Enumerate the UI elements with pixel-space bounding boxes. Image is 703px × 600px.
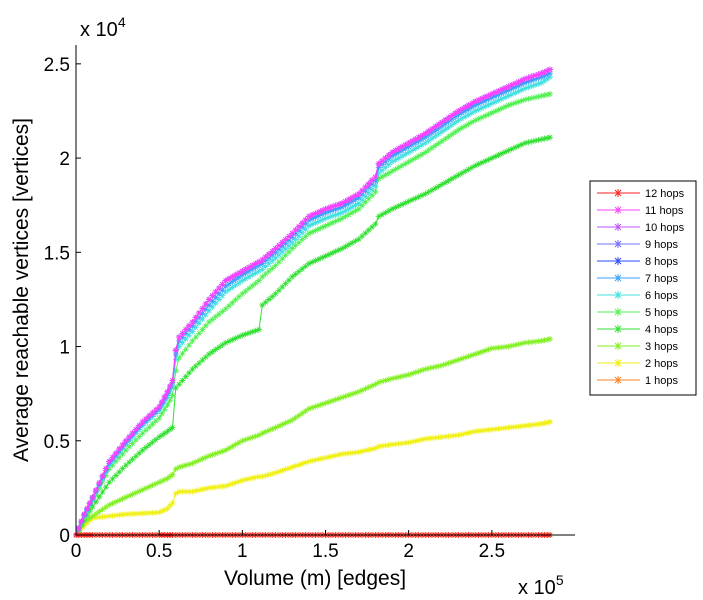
legend-item: 2 hops: [597, 358, 679, 370]
y-tick-label: 1: [59, 338, 70, 359]
ticks: 0 0.5 1 1.5 2 2.5 0 0.5 1 1.5 2 2.5: [44, 55, 505, 562]
y-tick-label: 1.5: [44, 243, 70, 264]
x-tick-label: 2: [403, 541, 414, 562]
x-tick-label: 1: [237, 541, 248, 562]
legend-marker: [614, 189, 622, 197]
legend-label: 4 hops: [645, 324, 679, 336]
legend-label: 6 hops: [645, 290, 679, 302]
legend-item: 8 hops: [597, 256, 679, 268]
legend-marker: [614, 359, 622, 367]
legend: 12 hops 11 hops 10 hops 9 hops 8 hops 7 hops 6…: [589, 180, 697, 396]
legend-marker: [614, 308, 622, 316]
legend-label: 5 hops: [645, 307, 679, 319]
x-tick-label: 1.5: [312, 541, 338, 562]
legend-marker: [614, 376, 622, 384]
x-tick-label: 2.5: [479, 541, 505, 562]
legend-label: 1 hops: [645, 375, 679, 387]
legend-label: 7 hops: [645, 273, 679, 285]
legend-label: 9 hops: [645, 239, 679, 251]
x-tick-label: 0.5: [146, 541, 172, 562]
plot-background: [76, 45, 575, 535]
legend-item: 5 hops: [597, 307, 679, 319]
series-5-hops: [73, 91, 554, 538]
legend-label: 10 hops: [645, 222, 685, 234]
legend-marker: [614, 257, 622, 265]
legend-item: 3 hops: [597, 341, 679, 353]
y-multiplier: x 104: [80, 14, 126, 41]
y-tick-label: 2: [59, 149, 70, 170]
y-tick-label: 0.5: [44, 432, 70, 453]
legend-item: 7 hops: [597, 273, 679, 285]
plot-area: [76, 45, 575, 535]
legend-label: 12 hops: [645, 188, 685, 200]
legend-item: 4 hops: [597, 324, 679, 336]
x-multiplier: x 105: [518, 572, 564, 599]
legend-items: 12 hops 11 hops 10 hops 9 hops 8 hops 7 hops 6…: [597, 188, 685, 387]
legend-marker: [614, 223, 622, 231]
legend-item: 11 hops: [597, 205, 684, 217]
y-tick-label: 0: [59, 526, 70, 547]
x-axis-label: Volume (m) [edges]: [224, 567, 406, 590]
legend-label: 2 hops: [645, 358, 679, 370]
legend-marker: [614, 240, 622, 248]
legend-marker: [614, 291, 622, 299]
legend-marker: [614, 325, 622, 333]
legend-item: 1 hops: [597, 375, 679, 387]
y-tick-label: 2.5: [44, 55, 70, 76]
y-axis-label: Average reachable vertices [vertices]: [10, 118, 33, 462]
legend-label: 11 hops: [645, 205, 684, 217]
legend-item: 12 hops: [597, 188, 685, 200]
legend-label: 8 hops: [645, 256, 679, 268]
legend-item: 10 hops: [597, 222, 685, 234]
legend-label: 3 hops: [645, 341, 679, 353]
x-tick-label: 0: [71, 541, 82, 562]
legend-marker: [614, 342, 622, 350]
legend-box: [589, 180, 697, 396]
legend-marker: [614, 274, 622, 282]
legend-item: 9 hops: [597, 239, 679, 251]
legend-marker: [614, 206, 622, 214]
legend-item: 6 hops: [597, 290, 679, 302]
